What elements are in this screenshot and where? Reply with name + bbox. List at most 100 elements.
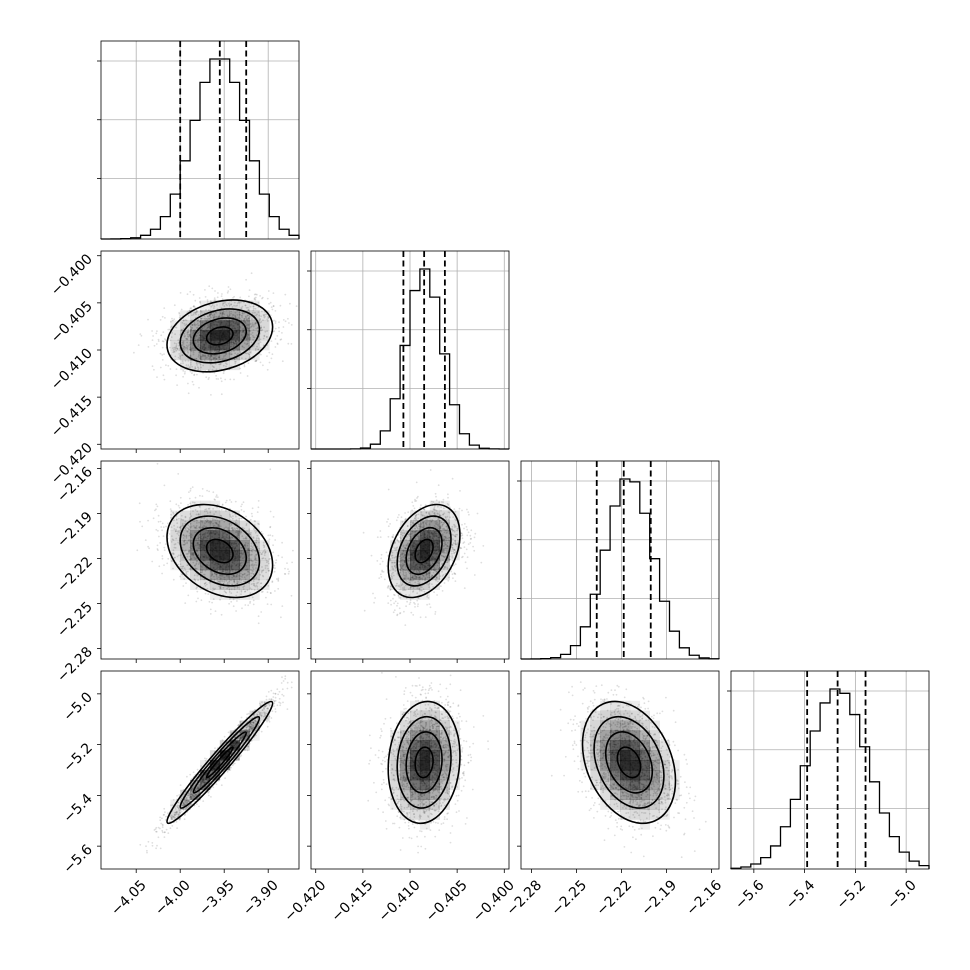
scatter-point (186, 338, 189, 341)
scatter-point (241, 517, 243, 520)
scatter-point (229, 499, 231, 501)
scatter-point (434, 526, 437, 529)
scatter-point (271, 581, 274, 583)
scatter-point (226, 583, 229, 586)
scatter-point (194, 367, 197, 370)
scatter-point (205, 350, 207, 352)
scatter-point (257, 506, 260, 509)
scatter-point (241, 576, 244, 578)
scatter-point (408, 563, 411, 566)
scatter-point (208, 564, 211, 567)
scatter-point (403, 610, 405, 613)
scatter-point (439, 526, 442, 529)
scatter-point (210, 305, 213, 308)
scatter-point (263, 546, 265, 549)
scatter-point (416, 599, 419, 602)
density-cell (229, 340, 240, 351)
scatter-point (190, 536, 192, 538)
scatter-point (429, 565, 432, 567)
scatter-point (207, 521, 210, 524)
scatter-point (198, 521, 201, 524)
scatter-point (445, 525, 448, 528)
scatter-point (244, 545, 247, 548)
density-cell (219, 320, 230, 331)
scatter-point (209, 351, 212, 354)
scatter-point (183, 543, 186, 546)
scatter-point (186, 337, 188, 340)
scatter-point (247, 309, 250, 312)
scatter-point (152, 517, 155, 520)
scatter-point (188, 568, 191, 570)
scatter-point (267, 317, 270, 319)
scatter-point (215, 378, 218, 380)
scatter-point (242, 311, 244, 314)
scatter-point (197, 320, 199, 322)
scatter-point (236, 528, 239, 530)
scatter-point (254, 520, 257, 523)
scatter-point (269, 526, 271, 529)
scatter-point (182, 348, 185, 351)
scatter-point (407, 552, 410, 555)
scatter-point (156, 376, 158, 378)
scatter-point (253, 549, 256, 552)
scatter-point (260, 591, 263, 593)
scatter-point (420, 513, 423, 516)
scatter-point (281, 541, 283, 544)
scatter-point (184, 348, 186, 350)
scatter-point (187, 594, 190, 597)
scatter-point (266, 318, 269, 321)
scatter-point (235, 530, 238, 532)
scatter-point (196, 560, 199, 563)
scatter-point (286, 562, 288, 564)
scatter-point (454, 572, 456, 575)
scatter-point (173, 553, 175, 555)
scatter-point (250, 559, 253, 562)
scatter-point (224, 301, 226, 304)
scatter-point (185, 526, 187, 529)
scatter-point (251, 548, 254, 551)
scatter-point (244, 572, 246, 575)
scatter-point (178, 534, 180, 537)
scatter-point (434, 578, 437, 581)
scatter-point (255, 537, 258, 540)
scatter-point (259, 346, 262, 349)
scatter-point (284, 573, 287, 575)
scatter-point (232, 574, 235, 577)
scatter-point (447, 560, 450, 563)
scatter-point (198, 513, 201, 516)
scatter-point (189, 487, 192, 490)
scatter-point (210, 360, 212, 363)
scatter-point (446, 561, 449, 563)
scatter-point (198, 362, 201, 365)
scatter-point (241, 607, 243, 610)
scatter-point (389, 523, 391, 525)
scatter-point (176, 384, 179, 386)
scatter-point (414, 498, 416, 501)
scatter-point (247, 314, 250, 317)
scatter-point (255, 577, 258, 579)
density-cell (249, 579, 260, 590)
scatter-point (188, 497, 191, 500)
scatter-point (175, 503, 178, 506)
scatter-point (215, 575, 218, 578)
scatter-point (211, 519, 214, 522)
scatter-point (191, 486, 194, 488)
scatter-point (446, 531, 449, 534)
scatter-point (208, 318, 211, 321)
scatter-point (210, 355, 213, 357)
scatter-point (191, 365, 194, 368)
scatter-point (233, 578, 236, 581)
scatter-point (209, 313, 212, 315)
scatter-point (182, 585, 185, 587)
scatter-point (206, 301, 209, 303)
scatter-point (196, 340, 199, 343)
scatter-point (237, 316, 240, 319)
scatter-point (255, 322, 257, 325)
scatter-point (235, 531, 237, 533)
scatter-point (422, 524, 425, 526)
scatter-point (203, 359, 206, 362)
scatter-point (451, 544, 454, 546)
scatter-point (175, 349, 178, 352)
scatter-point (240, 593, 242, 596)
scatter-point (258, 314, 261, 317)
